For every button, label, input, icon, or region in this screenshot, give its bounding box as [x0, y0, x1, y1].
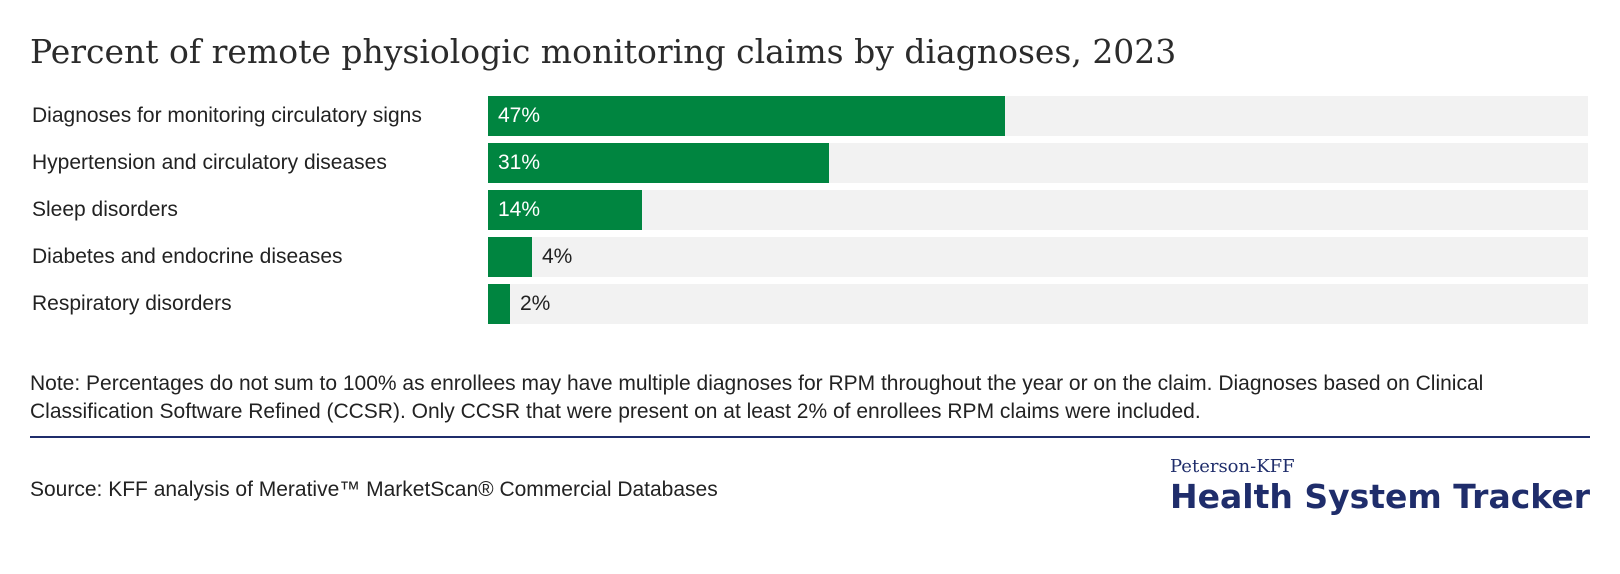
bar-value-label: 31% [498, 151, 541, 174]
category-label: Diabetes and endocrine diseases [32, 245, 343, 268]
chart-title: Percent of remote physiologic monitoring… [30, 32, 1177, 71]
bar-chart: Diagnoses for monitoring circulatory sig… [32, 96, 1588, 324]
brand-name-small: Peterson-KFF [1170, 456, 1295, 477]
brand-logo: Peterson-KFF Health System Tracker [1170, 456, 1590, 516]
category-label: Sleep disorders [32, 198, 178, 221]
bar [488, 96, 1005, 136]
bar [488, 143, 829, 183]
category-label: Hypertension and circulatory diseases [32, 151, 387, 174]
bar [488, 284, 510, 324]
category-label: Diagnoses for monitoring circulatory sig… [32, 104, 422, 127]
bar [488, 237, 532, 277]
bar [488, 190, 642, 230]
bar-value-label: 2% [520, 292, 551, 315]
bar-track [488, 284, 1588, 324]
bar-value-label: 47% [498, 104, 541, 127]
chart-source: Source: KFF analysis of Merative™ Market… [30, 478, 718, 501]
category-label: Respiratory disorders [32, 292, 232, 315]
divider [30, 436, 1590, 438]
bar-track [488, 237, 1588, 277]
brand-name-big: Health System Tracker [1170, 477, 1590, 516]
bar-value-label: 4% [542, 245, 573, 268]
bar-track [488, 190, 1588, 230]
bar-value-label: 14% [498, 198, 541, 221]
chart-note: Note: Percentages do not sum to 100% as … [30, 372, 1484, 423]
